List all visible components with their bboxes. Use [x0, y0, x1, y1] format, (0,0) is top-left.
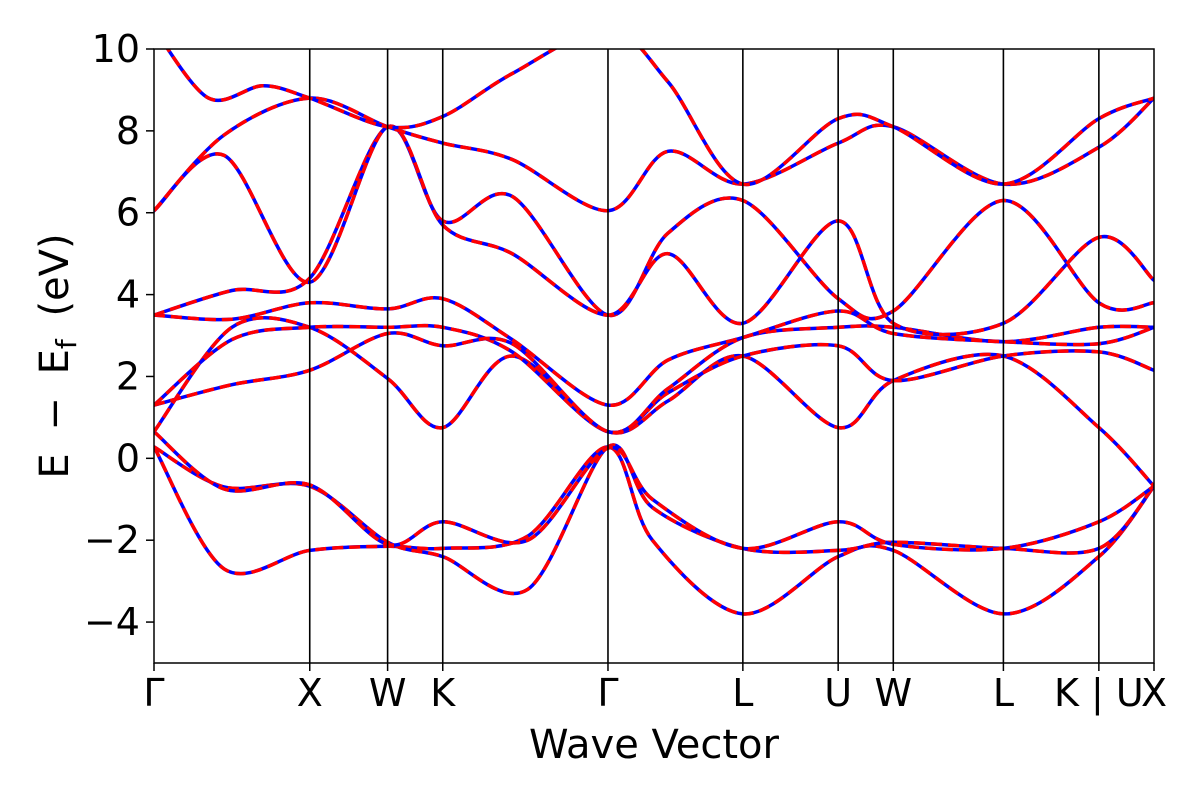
y-axis-ticks: −4 −2 0 2 4 6 8 10: [84, 27, 154, 644]
band-line-red: [154, 124, 1154, 337]
y-tick-label: 6: [116, 191, 140, 235]
y-axis-title: E − Ef (eV): [32, 233, 86, 478]
x-tick-label: K | U: [1054, 671, 1144, 716]
x-axis-title: Wave Vector: [529, 722, 780, 768]
x-tick-label: X: [297, 671, 323, 715]
x-tick-label: L: [732, 671, 753, 715]
band-line-red: [154, 295, 1154, 407]
x-tick-label: K: [430, 671, 456, 715]
y-tick-label: 4: [116, 273, 140, 317]
band-line-red: [165, 49, 1154, 186]
x-tick-label: X: [1141, 671, 1167, 715]
x-tick-label: W: [369, 671, 407, 715]
y-tick-label: 2: [116, 354, 140, 398]
x-tick-label: Γ: [597, 671, 618, 715]
x-tick-label: W: [875, 671, 913, 715]
x-tick-label: Γ: [143, 671, 164, 715]
y-tick-label: −4: [84, 600, 140, 644]
band-lines: [154, 49, 1154, 616]
band-line-red: [154, 430, 1154, 552]
band-line-red: [154, 324, 1154, 435]
y-tick-label: 0: [116, 436, 140, 480]
plot-frame: [153, 48, 1155, 664]
y-tick-label: 8: [116, 109, 140, 153]
y-tick-label: −2: [84, 518, 140, 562]
high-symmetry-lines: [308, 49, 1100, 663]
x-tick-label: U: [824, 671, 852, 715]
x-tick-label: L: [993, 671, 1014, 715]
y-tick-label: 10: [92, 27, 140, 71]
